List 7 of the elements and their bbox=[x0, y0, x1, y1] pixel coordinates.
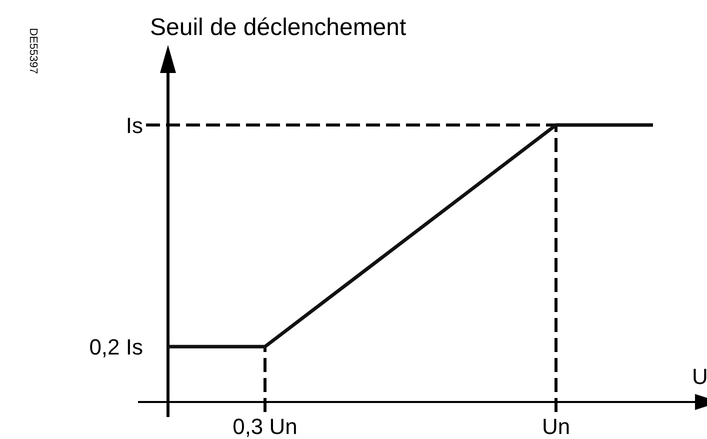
ref-line-label: Is bbox=[126, 113, 143, 138]
x-tick-label: Un bbox=[542, 414, 570, 439]
text: DE55397 bbox=[27, 28, 39, 74]
y-axis-title: Seuil de déclenchement bbox=[150, 14, 407, 41]
annotation: 0,2 Is bbox=[89, 334, 143, 360]
x-axis-title: U bbox=[692, 364, 707, 389]
x-tick-label: 0,3 Un bbox=[232, 414, 298, 439]
